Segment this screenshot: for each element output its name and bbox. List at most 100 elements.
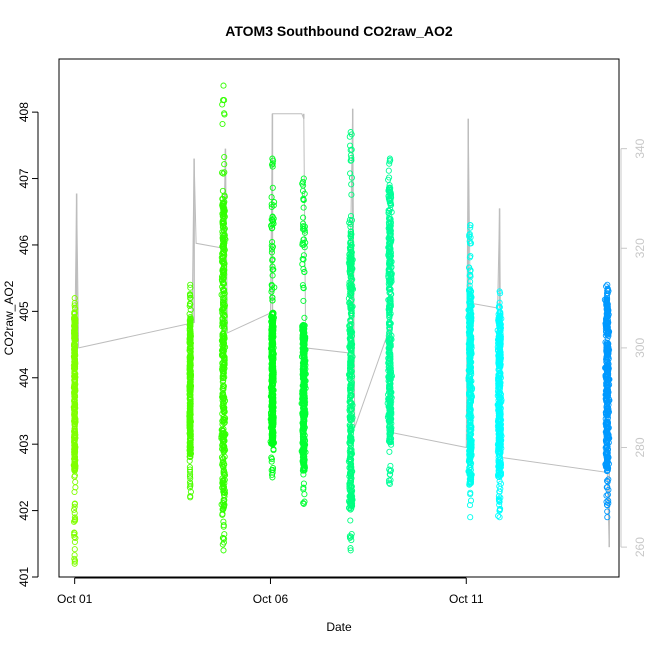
data-point <box>71 302 78 309</box>
data-point <box>72 370 79 377</box>
data-point <box>387 390 394 397</box>
y-tick-label: 404 <box>17 367 31 387</box>
data-point <box>268 349 275 356</box>
data-point <box>385 396 392 403</box>
data-point <box>187 356 194 363</box>
data-point <box>496 449 503 456</box>
data-point <box>603 498 610 505</box>
data-point <box>466 383 473 391</box>
data-point <box>187 436 194 443</box>
data-point <box>386 337 393 344</box>
y-tick-label: 405 <box>17 301 31 321</box>
data-point <box>299 226 307 233</box>
data-point <box>186 339 193 346</box>
data-point <box>269 272 276 279</box>
data-point <box>301 465 308 472</box>
data-point <box>466 379 473 386</box>
series-1 <box>70 295 79 567</box>
data-point <box>72 534 79 542</box>
data-point <box>385 207 392 214</box>
data-point <box>467 368 474 375</box>
data-point <box>498 416 505 424</box>
data-point <box>467 354 474 361</box>
data-point <box>348 537 355 544</box>
data-point <box>300 223 307 230</box>
data-point <box>496 433 503 440</box>
data-point <box>496 340 503 347</box>
data-point <box>187 448 194 455</box>
data-point <box>71 438 78 446</box>
data-point <box>299 255 306 262</box>
data-point <box>71 531 78 538</box>
data-point <box>71 418 78 425</box>
data-point <box>348 357 355 365</box>
data-point <box>301 377 308 384</box>
data-point <box>386 448 393 455</box>
data-point <box>466 452 473 459</box>
data-point <box>386 352 393 359</box>
data-point <box>466 422 473 429</box>
data-point <box>219 427 226 434</box>
data-point <box>187 281 194 288</box>
data-point <box>220 383 227 390</box>
data-point <box>606 328 613 335</box>
data-point <box>466 292 473 300</box>
data-point <box>299 457 306 465</box>
data-point <box>71 392 78 399</box>
data-point <box>604 491 611 498</box>
data-point <box>603 283 610 290</box>
data-point <box>300 175 307 182</box>
data-point <box>386 216 393 223</box>
series-3 <box>218 82 229 554</box>
data-point <box>301 348 308 355</box>
series-9 <box>494 288 505 521</box>
data-point <box>221 531 228 538</box>
data-point <box>301 314 308 321</box>
secondary-line-layer <box>74 108 610 548</box>
data-point <box>496 332 503 339</box>
plot-frame <box>58 58 620 578</box>
data-point <box>348 154 355 161</box>
data-point <box>386 402 393 409</box>
data-point <box>347 330 354 337</box>
data-point <box>466 287 473 294</box>
data-point <box>72 335 79 342</box>
data-point <box>269 297 276 304</box>
data-point <box>300 437 307 444</box>
data-point <box>497 449 504 456</box>
data-point <box>495 512 502 519</box>
data-point <box>347 474 354 481</box>
data-point <box>605 407 612 414</box>
data-point <box>71 464 78 472</box>
data-point <box>71 388 79 395</box>
data-point <box>301 351 308 358</box>
data-point <box>348 283 355 290</box>
data-point <box>269 256 276 263</box>
data-point <box>299 282 306 289</box>
data-point <box>348 450 356 457</box>
data-point <box>299 387 306 394</box>
data-point <box>495 421 502 428</box>
data-point <box>302 357 309 364</box>
data-point <box>604 302 611 309</box>
data-point <box>387 367 394 374</box>
y-tick-label: 407 <box>17 168 31 188</box>
data-point <box>269 420 276 428</box>
data-point <box>301 229 308 236</box>
data-point <box>187 434 194 441</box>
data-point <box>219 459 226 466</box>
data-point <box>347 259 355 266</box>
y-tick-label: 401 <box>17 567 31 587</box>
data-point <box>301 410 308 417</box>
data-point <box>347 436 354 443</box>
data-point <box>386 356 393 363</box>
data-point <box>496 507 503 514</box>
data-point <box>466 308 473 315</box>
data-point <box>268 397 275 404</box>
data-point <box>301 408 308 415</box>
data-point <box>495 354 502 361</box>
data-point <box>71 356 79 363</box>
y-axis-label: CO2raw_AO2 <box>2 280 16 355</box>
data-point <box>220 547 227 554</box>
data-point <box>347 455 354 463</box>
